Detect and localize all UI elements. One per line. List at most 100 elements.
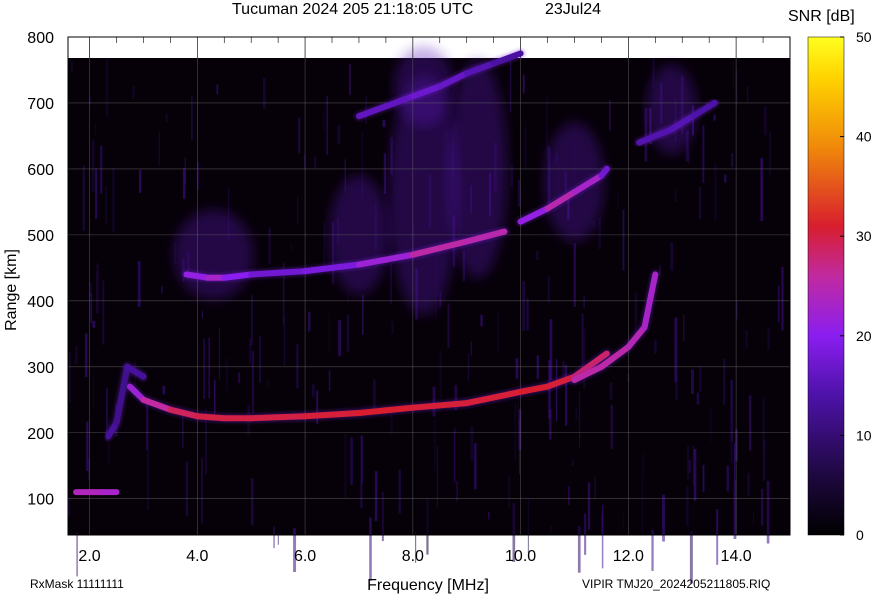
y-tick-label: 100 (27, 492, 54, 509)
trace-segment (463, 228, 508, 245)
y-tick-labels: 100 200 300 400 500 600 700 800 (27, 30, 54, 509)
noise-streak (598, 217, 602, 250)
noise-streak (583, 328, 586, 389)
noise-streak (762, 397, 765, 452)
noise-streak (350, 437, 353, 486)
trace-segment (517, 205, 551, 225)
noise-streak (760, 488, 764, 526)
y-tick-label: 300 (27, 360, 54, 377)
noise-streak (714, 164, 717, 220)
noise-streak (433, 419, 436, 471)
noise-streak (622, 209, 625, 271)
noise-streak (216, 84, 219, 95)
noise-streak (732, 58, 735, 89)
trace-hook (103, 362, 148, 441)
noise-streak (96, 270, 99, 314)
noise-streak (510, 165, 513, 187)
noise-streak (381, 491, 384, 542)
noise-streak (312, 383, 315, 397)
noise-streak (88, 458, 90, 480)
noise-streak (277, 532, 279, 545)
noise-streak (781, 266, 784, 331)
noise-streak (208, 337, 211, 399)
noise-streak (74, 346, 78, 365)
noise-streak (710, 406, 712, 444)
noise-streak (518, 418, 520, 474)
noise-streak (349, 63, 351, 95)
noise-streak (659, 265, 661, 276)
noise-streak (84, 333, 88, 378)
trace-segment (248, 268, 309, 278)
noise-streak (670, 242, 674, 271)
y-tick-label: 800 (27, 30, 54, 47)
colorbar-tick-label: 30 (856, 228, 872, 244)
noise-streak (347, 293, 349, 304)
noise-streak (526, 298, 529, 331)
noise-streak (690, 369, 694, 394)
noise-streak (382, 119, 386, 128)
noise-streak (68, 497, 70, 516)
noise-streak (760, 157, 764, 222)
noise-streak (346, 314, 350, 352)
noise-streak (584, 513, 587, 555)
noise-streak (522, 281, 526, 331)
colorbar (807, 36, 845, 536)
noise-streak (249, 337, 252, 364)
noise-streak (573, 243, 576, 308)
noise-streak (426, 497, 429, 555)
noise-streak (610, 404, 613, 450)
noise-streak (617, 189, 619, 211)
noise-streak (158, 131, 160, 167)
trace-segment (436, 70, 470, 90)
noise-streak (326, 95, 328, 155)
noise-streak (674, 188, 677, 203)
trace-segment (248, 413, 309, 422)
noise-streak (314, 156, 317, 168)
noise-streak (112, 167, 115, 233)
noise-streak (548, 409, 552, 440)
x-tick-label: 14.0 (721, 548, 752, 565)
noise-streak (674, 317, 678, 382)
noise-streak (687, 148, 691, 165)
noise-streak (453, 428, 456, 484)
noise-streak (369, 517, 372, 581)
noise-streak (686, 486, 689, 526)
noise-streak (454, 384, 458, 411)
grid-lines (68, 36, 791, 535)
colorbar-tick-label: 20 (856, 328, 872, 344)
noise-streak (550, 525, 552, 533)
plot-border (67, 36, 791, 536)
noise-streak (95, 168, 98, 219)
y-tick-label: 400 (27, 294, 54, 311)
noise-streak (642, 453, 644, 474)
colorbar-tick-labels: 0 10 20 30 40 50 (840, 29, 872, 543)
noise-streak (436, 446, 439, 507)
noise-streak (106, 387, 108, 441)
noise-streak (262, 77, 266, 110)
trace-segment (544, 189, 578, 212)
noise-streak (218, 327, 220, 380)
x-tick-label: 4.0 (186, 548, 208, 565)
noise-streak (185, 461, 188, 517)
noise-streak (283, 316, 286, 366)
noise-streak (344, 433, 347, 499)
noise-streak (693, 449, 697, 501)
colorbar-tick-label: 50 (856, 29, 872, 45)
noise-streak (238, 372, 241, 384)
noise-streak (713, 114, 716, 121)
noise-streak (92, 374, 94, 409)
noise-streak (96, 263, 99, 270)
noise-streak (609, 382, 613, 400)
noise-streak (165, 113, 168, 123)
x-tick-label: 10.0 (505, 548, 536, 565)
noise-streak (439, 350, 442, 398)
noise-streak (565, 365, 568, 426)
noise-streak (473, 443, 477, 490)
noise-streak (197, 162, 199, 190)
trace-segment (463, 388, 524, 407)
trace-segment (183, 271, 212, 281)
noise-streak (524, 126, 527, 169)
trace-segment (598, 165, 610, 179)
y-tick-label: 600 (27, 162, 54, 179)
colorbar-label: SNR [dB] (788, 8, 855, 25)
